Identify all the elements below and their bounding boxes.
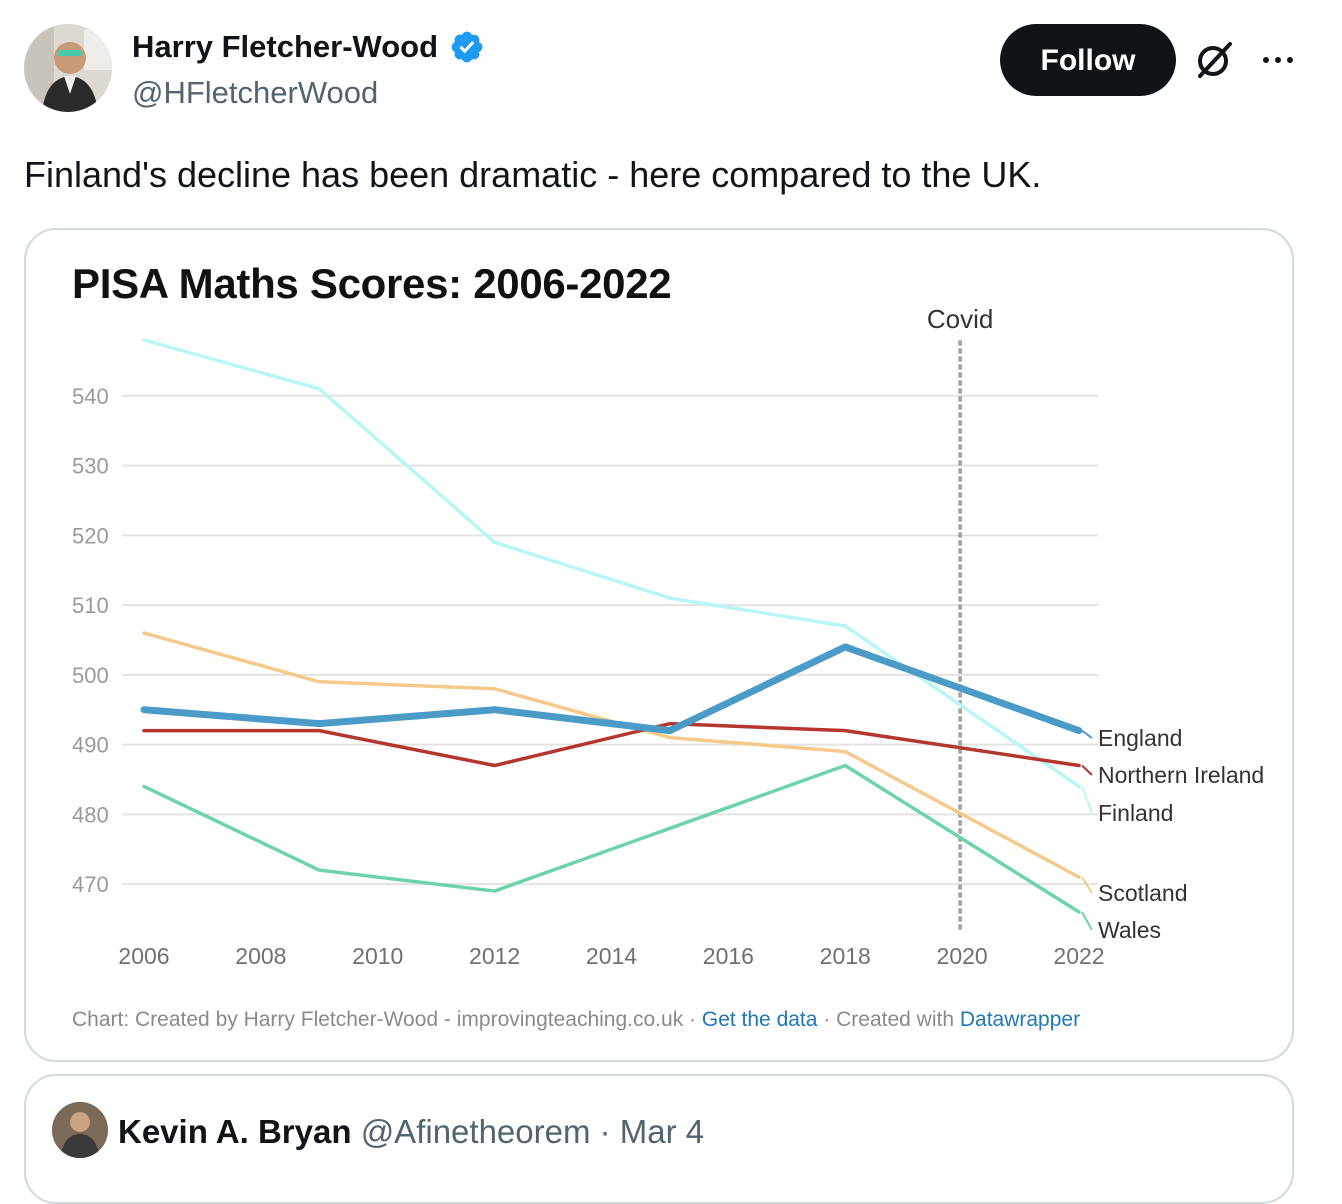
- series-line: [142, 338, 1081, 789]
- series-line: [142, 721, 1081, 768]
- series-line: [142, 763, 1081, 914]
- covid-annotation: Covid: [927, 304, 993, 334]
- y-tick-label: 490: [72, 733, 109, 758]
- y-tick-label: 530: [72, 454, 109, 479]
- chart-footer: Chart: Created by Harry Fletcher-Wood - …: [72, 1008, 1080, 1032]
- x-tick-label: 2016: [703, 943, 754, 969]
- x-tick-label: 2010: [352, 943, 403, 969]
- series-label: Wales: [1098, 917, 1161, 943]
- x-tick-label: 2008: [235, 943, 286, 969]
- y-tick-label: 470: [72, 872, 109, 897]
- quoted-author-avatar: [52, 1102, 108, 1158]
- author-name[interactable]: Harry Fletcher-Wood: [132, 29, 439, 64]
- chart-title: PISA Maths Scores: 2006-2022: [72, 260, 672, 307]
- footer-credit: Chart: Created by Harry Fletcher-Wood - …: [72, 1008, 702, 1031]
- series-leader: [1081, 764, 1093, 776]
- line-chart: 470 480 490 500 510 520 530 540 2006 2008 2010 2012…: [72, 304, 1264, 969]
- x-tick-label: 2018: [820, 943, 871, 969]
- series-label: Scotland: [1098, 880, 1188, 906]
- y-tick-label: 500: [72, 663, 109, 688]
- quoted-tweet[interactable]: Kevin A. Bryan @Afinetheorem · Mar 4: [24, 1074, 1294, 1204]
- quoted-author-name[interactable]: Kevin A. Bryan: [118, 1113, 352, 1150]
- get-data-link[interactable]: Get the data: [701, 1008, 818, 1031]
- footer-created-with: · Created with: [817, 1008, 960, 1031]
- series-label: Northern Ireland: [1098, 762, 1264, 788]
- author-avatar[interactable]: [24, 24, 112, 112]
- grok-icon[interactable]: [1192, 38, 1236, 82]
- series-line: [142, 631, 1081, 879]
- series-leader: [1081, 786, 1093, 814]
- series-leader: [1081, 911, 1093, 931]
- author-handle[interactable]: @HFletcherWood: [132, 75, 379, 110]
- series-label: Finland: [1098, 800, 1173, 826]
- series-leader: [1081, 729, 1093, 739]
- chart-image[interactable]: PISA Maths Scores: 2006-2022 470 480 490 50…: [24, 228, 1294, 1062]
- quoted-author-handle[interactable]: @Afinetheorem: [360, 1113, 591, 1150]
- tweet-text: Finland's decline has been dramatic - he…: [24, 154, 1042, 195]
- series-label: England: [1098, 725, 1182, 751]
- more-icon[interactable]: [1256, 38, 1300, 82]
- y-tick-label: 520: [72, 523, 109, 548]
- verified-badge-icon: [449, 29, 485, 65]
- x-tick-label: 2022: [1053, 943, 1104, 969]
- y-tick-label: 480: [72, 802, 109, 827]
- tweet-header: Harry Fletcher-Wood @HFletcherWood Follo…: [24, 24, 1318, 116]
- y-tick-label: 510: [72, 593, 109, 618]
- series-line: [140, 643, 1083, 735]
- x-tick-label: 2014: [586, 943, 637, 969]
- follow-button[interactable]: Follow: [1000, 24, 1176, 96]
- x-tick-label: 2012: [469, 943, 520, 969]
- x-tick-label: 2006: [118, 943, 169, 969]
- quoted-date[interactable]: · Mar 4: [599, 1113, 705, 1150]
- y-tick-label: 540: [72, 384, 109, 409]
- x-tick-label: 2020: [937, 943, 988, 969]
- series-leader: [1081, 876, 1093, 894]
- datawrapper-link[interactable]: Datawrapper: [959, 1008, 1081, 1031]
